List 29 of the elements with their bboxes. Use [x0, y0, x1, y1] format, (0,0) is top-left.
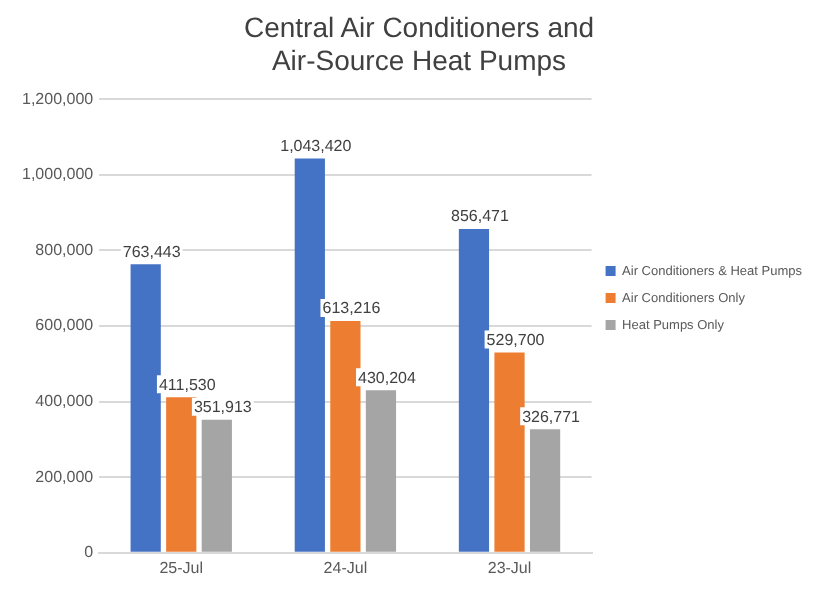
- bar: [166, 397, 197, 552]
- bar: [458, 229, 490, 552]
- y-tick-label: 1,200,000: [21, 89, 95, 108]
- y-tick-label: 800,000: [35, 240, 95, 259]
- data-label: 430,204: [358, 368, 417, 387]
- bar: [330, 321, 361, 552]
- x-tick-label: 25-Jul: [159, 558, 204, 577]
- data-label: 763,443: [122, 242, 182, 261]
- x-tick-label: 23-Jul: [487, 558, 532, 577]
- data-label: 856,471: [451, 207, 510, 226]
- data-label: 613,216: [322, 299, 382, 318]
- y-tick-label: 400,000: [35, 392, 95, 411]
- data-label: 1,043,420: [280, 136, 353, 155]
- data-label: 326,771: [522, 407, 582, 426]
- bar: [529, 429, 561, 552]
- bar: [201, 419, 232, 552]
- chart-title: Central Air Conditioners and Air-Source Heat Pumps: [243, 10, 595, 77]
- y-tick-label: 1,000,000: [21, 165, 95, 184]
- data-label: 351,913: [193, 398, 253, 417]
- bar: [365, 390, 397, 552]
- data-label: 529,700: [486, 330, 546, 349]
- x-tick-label: 24-Jul: [323, 558, 368, 577]
- y-tick-label: 200,000: [35, 467, 95, 486]
- y-tick-label: 0: [84, 543, 95, 562]
- bar: [130, 264, 161, 552]
- data-label: 411,530: [158, 375, 217, 394]
- bar: [494, 352, 525, 552]
- bar: [294, 158, 325, 552]
- y-tick-label: 600,000: [35, 316, 95, 335]
